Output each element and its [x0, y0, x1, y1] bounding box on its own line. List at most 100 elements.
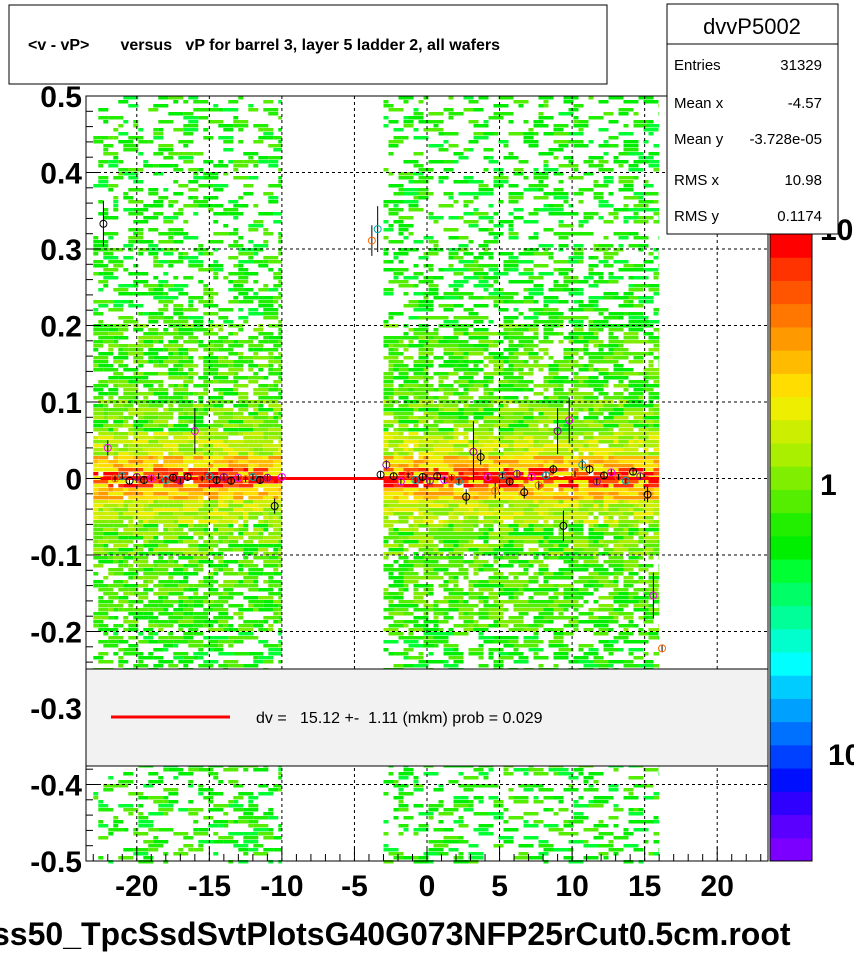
heatmap-cell	[648, 320, 660, 324]
heatmap-cell	[483, 500, 494, 504]
heatmap-cell	[138, 548, 144, 552]
heatmap-cell	[633, 608, 649, 612]
heatmap-cell	[398, 228, 409, 232]
heatmap-cell	[403, 612, 414, 616]
heatmap-cell	[163, 800, 169, 804]
heatmap-cell	[383, 564, 394, 568]
heatmap-cell	[563, 572, 574, 576]
heatmap-cell	[618, 428, 634, 432]
heatmap-cell	[228, 368, 244, 372]
heatmap-cell	[448, 284, 464, 288]
heatmap-cell	[203, 524, 209, 528]
heatmap-cell	[618, 464, 634, 468]
heatmap-cell	[258, 396, 274, 400]
heatmap-cell	[138, 128, 144, 132]
heatmap-cell	[173, 392, 189, 396]
heatmap-cell	[268, 436, 279, 440]
heatmap-cell	[438, 440, 449, 444]
heatmap-cell	[193, 172, 199, 176]
heatmap-cell	[478, 568, 484, 572]
heatmap-cell	[183, 468, 189, 472]
heatmap-cell	[403, 116, 409, 120]
heatmap-cell	[248, 600, 264, 604]
heatmap-cell	[448, 356, 464, 360]
heatmap-cell	[558, 396, 569, 400]
heatmap-cell	[438, 404, 444, 408]
heatmap-cell	[443, 324, 459, 328]
heatmap-cell	[658, 220, 660, 224]
heatmap-cell	[193, 420, 204, 424]
heatmap-cell	[148, 780, 164, 784]
heatmap-cell	[548, 364, 554, 368]
heatmap-cell	[618, 152, 629, 156]
heatmap-cell	[238, 608, 254, 612]
heatmap-cell	[113, 820, 124, 824]
heatmap-cell	[568, 620, 579, 624]
heatmap-cell	[393, 528, 399, 532]
heatmap-cell	[488, 396, 504, 400]
heatmap-cell	[473, 320, 484, 324]
heatmap-cell	[653, 420, 660, 424]
heatmap-cell	[603, 472, 609, 476]
heatmap-cell	[563, 348, 579, 352]
heatmap-cell	[598, 276, 604, 280]
heatmap-cell	[528, 600, 544, 604]
heatmap-cell	[258, 656, 274, 660]
heatmap-cell	[113, 360, 124, 364]
heatmap-cell	[203, 504, 219, 508]
heatmap-cell	[268, 496, 274, 500]
heatmap-cell	[223, 208, 239, 212]
heatmap-cell	[413, 420, 419, 424]
heatmap-cell	[108, 408, 124, 412]
heatmap-cell	[618, 484, 624, 488]
heatmap-cell	[178, 332, 194, 336]
heatmap-cell	[153, 104, 169, 108]
heatmap-cell	[498, 440, 514, 444]
heatmap-cell	[623, 456, 639, 460]
heatmap-cell	[113, 384, 119, 388]
heatmap-cell	[208, 296, 214, 300]
heatmap-cell	[623, 388, 629, 392]
heatmap-cell	[98, 624, 109, 628]
heatmap-cell	[498, 332, 509, 336]
heatmap-cell	[648, 480, 659, 484]
heatmap-cell	[533, 124, 549, 128]
heatmap-cell	[403, 248, 419, 252]
heatmap-cell	[588, 256, 594, 260]
heatmap-cell	[218, 532, 224, 536]
heatmap-cell	[443, 352, 454, 356]
heatmap-cell	[453, 488, 464, 492]
heatmap-cell	[408, 300, 419, 304]
heatmap-cell	[563, 468, 569, 472]
heatmap-cell	[563, 508, 574, 512]
heatmap-cell	[523, 220, 539, 224]
heatmap-cell	[128, 460, 144, 464]
heatmap-cell	[108, 188, 114, 192]
heatmap-cell	[123, 192, 129, 196]
heatmap-cell	[223, 320, 234, 324]
heatmap-cell	[638, 536, 644, 540]
heatmap-cell	[203, 624, 209, 628]
heatmap-cell	[573, 448, 579, 452]
heatmap-cell	[268, 200, 279, 204]
heatmap-cell	[108, 460, 119, 464]
heatmap-cell	[493, 512, 499, 516]
heatmap-cell	[468, 404, 479, 408]
heatmap-cell	[448, 252, 459, 256]
heatmap-cell	[418, 348, 429, 352]
heatmap-cell	[468, 548, 479, 552]
heatmap-cell	[263, 456, 269, 460]
heatmap-cell	[523, 248, 529, 252]
heatmap-cell	[578, 480, 589, 484]
heatmap-cell	[648, 432, 660, 436]
heatmap-cell	[208, 500, 219, 504]
heatmap-cell	[133, 384, 139, 388]
heatmap-cell	[93, 544, 104, 548]
heatmap-cell	[203, 500, 209, 504]
heatmap-cell	[623, 432, 629, 436]
heatmap-cell	[208, 496, 219, 500]
heatmap-cell	[438, 428, 449, 432]
heatmap-cell	[238, 488, 254, 492]
heatmap-cell	[568, 444, 584, 448]
heatmap-cell	[608, 484, 614, 488]
